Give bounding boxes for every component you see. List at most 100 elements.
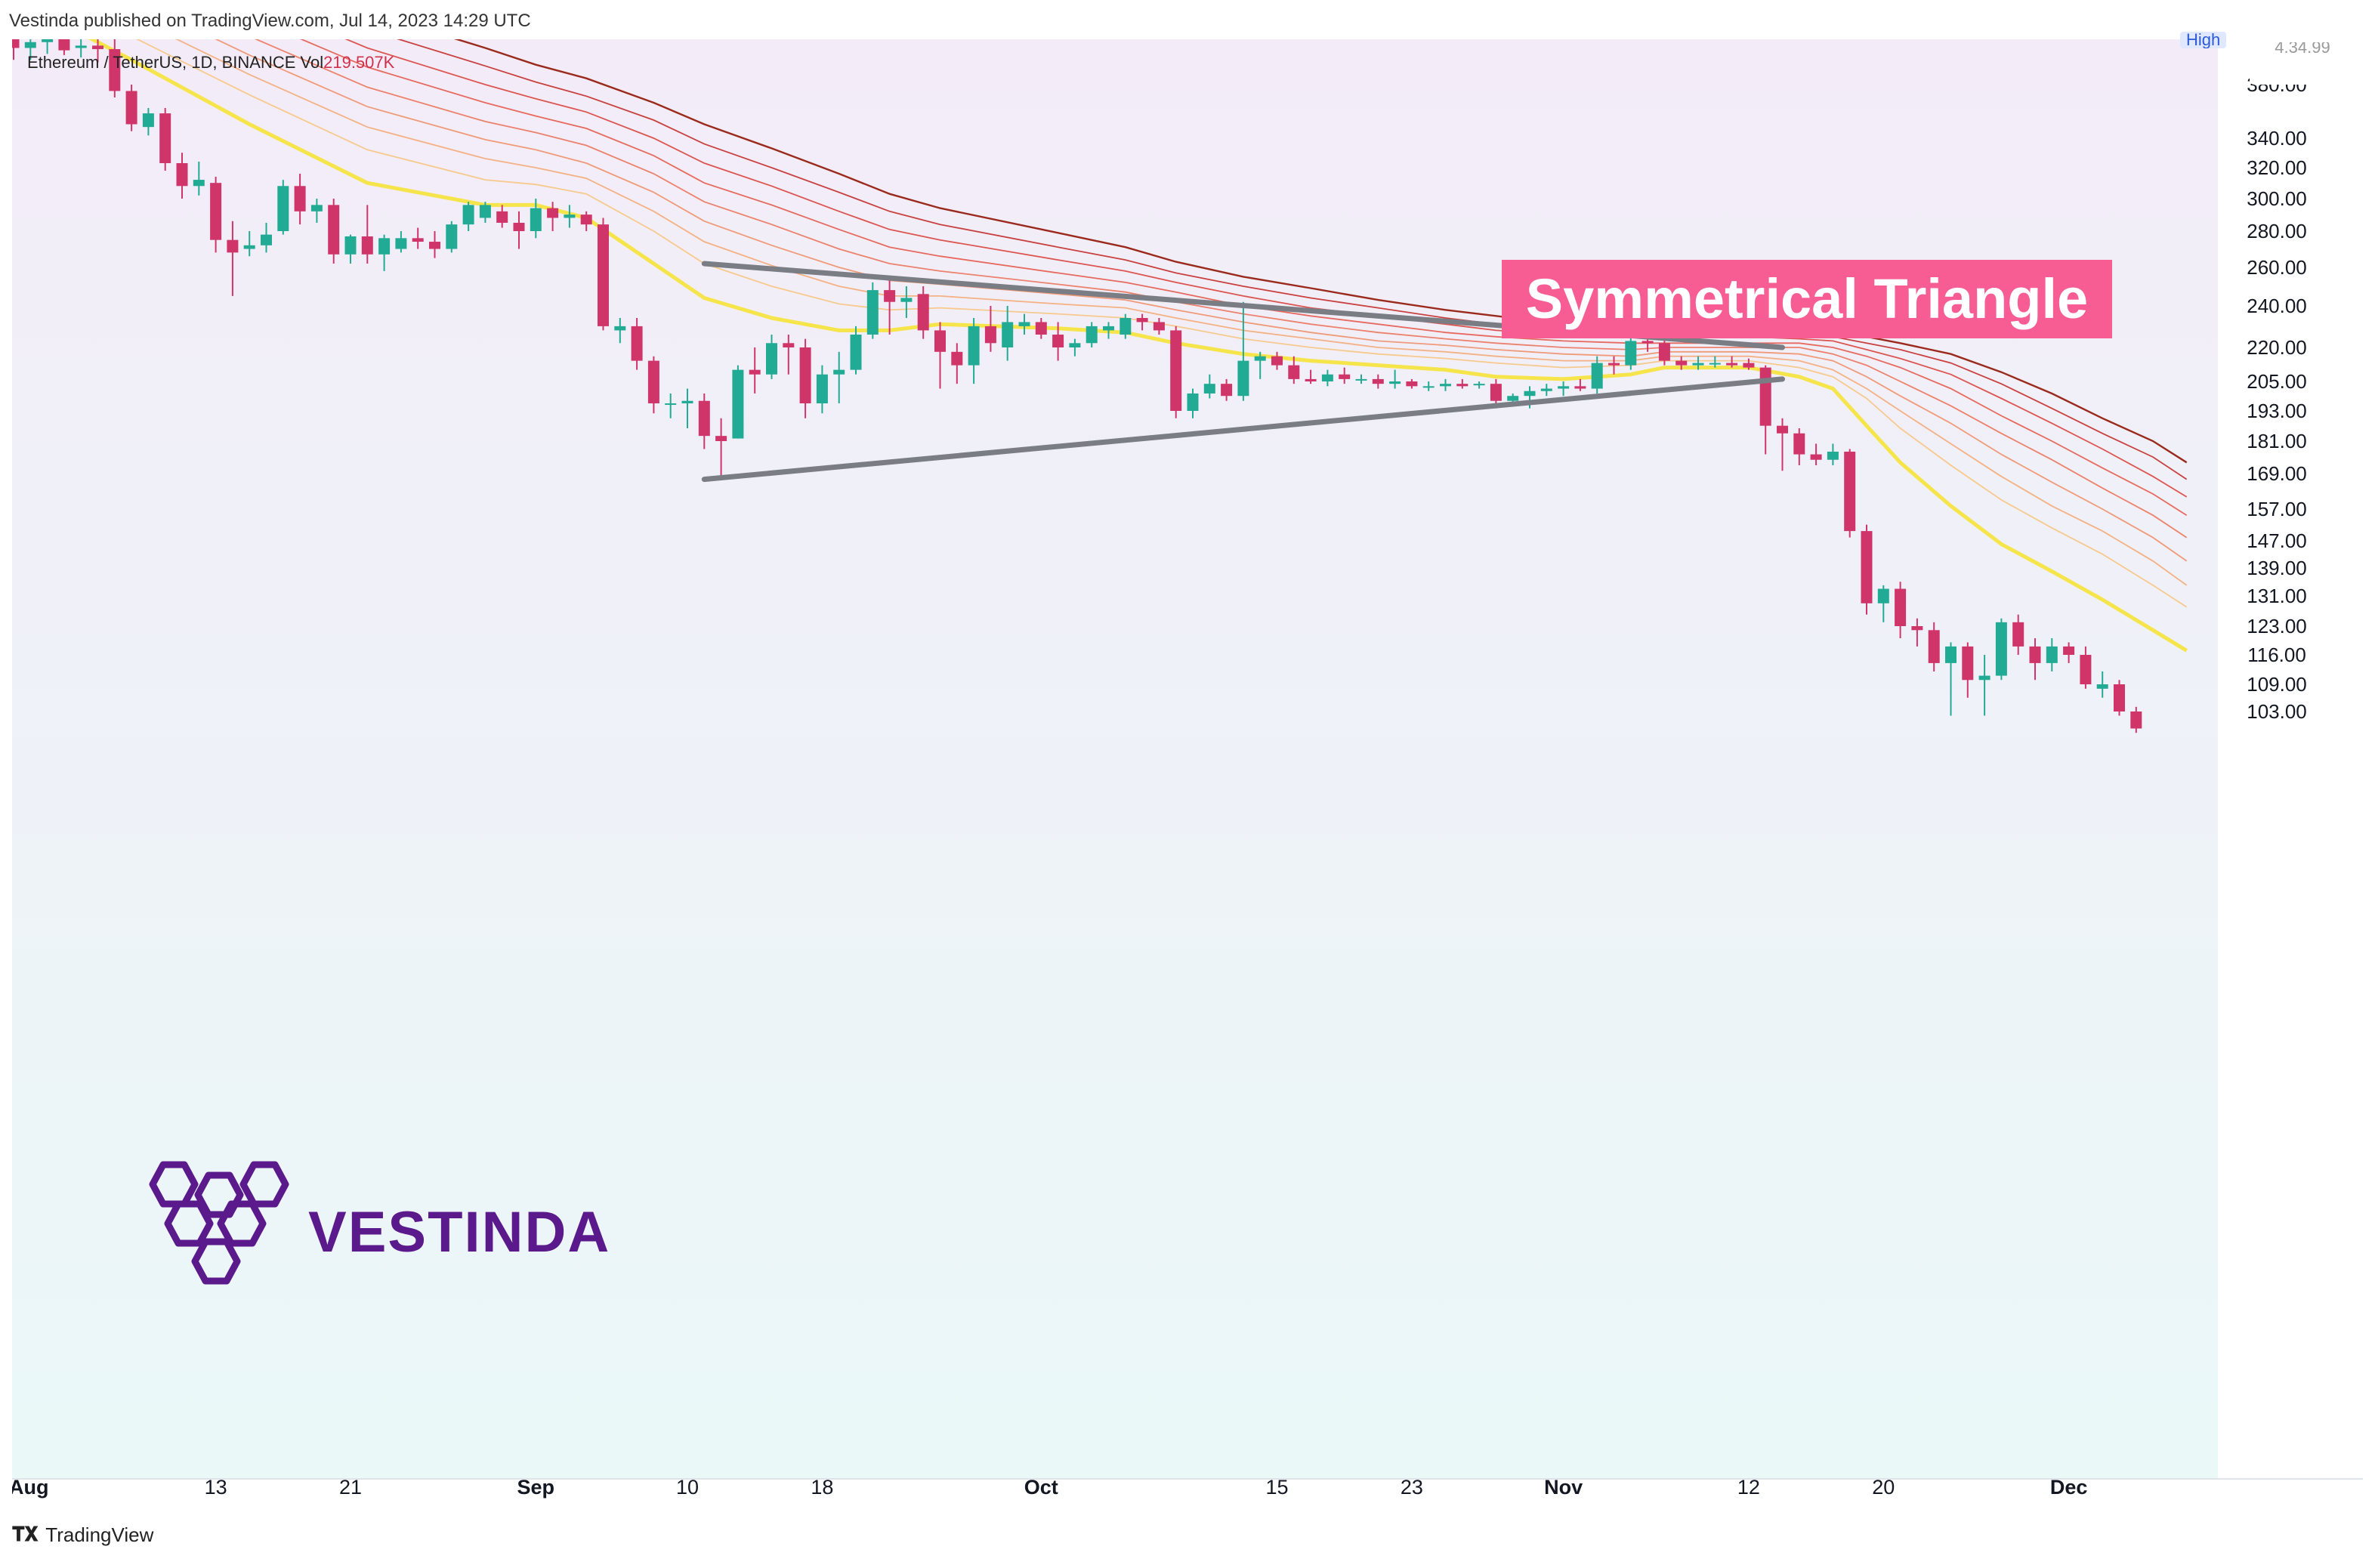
candle[interactable] (766, 334, 777, 379)
candle[interactable] (125, 85, 137, 131)
candle[interactable] (1844, 449, 1856, 538)
candle[interactable] (395, 231, 407, 253)
candle[interactable] (1153, 318, 1165, 335)
candle[interactable] (92, 39, 103, 63)
candle[interactable] (1473, 381, 1485, 389)
candle[interactable] (2029, 638, 2041, 681)
candle[interactable] (598, 218, 609, 331)
candle[interactable] (934, 322, 946, 389)
candle[interactable] (1810, 443, 1822, 465)
candle[interactable] (227, 221, 239, 296)
candle[interactable] (1103, 322, 1114, 339)
candle[interactable] (681, 388, 693, 429)
candle[interactable] (310, 199, 323, 223)
candle[interactable] (1945, 642, 1957, 716)
candle[interactable] (1271, 351, 1283, 370)
candle[interactable] (294, 173, 306, 225)
candle[interactable] (1675, 356, 1688, 370)
candle[interactable] (1625, 336, 1637, 370)
candle[interactable] (783, 334, 795, 375)
candle[interactable] (850, 326, 862, 375)
candle[interactable] (580, 211, 592, 231)
candle[interactable] (1339, 367, 1351, 384)
candle[interactable] (2130, 706, 2142, 733)
candle[interactable] (361, 205, 373, 264)
candle[interactable] (1861, 524, 1873, 615)
candle[interactable] (210, 177, 222, 253)
candle[interactable] (1456, 378, 1469, 389)
candle[interactable] (42, 39, 54, 54)
candle[interactable] (1035, 318, 1047, 339)
candle[interactable] (479, 202, 491, 223)
candle[interactable] (1440, 378, 1451, 391)
candle[interactable] (1591, 356, 1603, 394)
candle[interactable] (412, 227, 424, 249)
price-axis[interactable]: 380.00340.00320.00300.00280.00260.00240.… (2247, 73, 2307, 723)
time-axis[interactable]: Aug 13 21 Sep 10 18 Oct 15 23 Nov 12 20 Dec (12, 1476, 2363, 1499)
candle[interactable] (1574, 378, 1586, 391)
candle[interactable] (1608, 356, 1620, 375)
candle[interactable] (344, 234, 357, 264)
candle[interactable] (900, 286, 913, 319)
candle[interactable] (261, 222, 272, 253)
candle[interactable] (1002, 306, 1014, 361)
candle[interactable] (530, 199, 542, 239)
candle[interactable] (1086, 322, 1098, 347)
candle[interactable] (614, 318, 626, 344)
candle[interactable] (951, 343, 963, 384)
candle[interactable] (1305, 369, 1317, 384)
candle[interactable] (328, 199, 340, 264)
candle[interactable] (193, 162, 205, 196)
candle[interactable] (462, 202, 474, 231)
candle[interactable] (2114, 680, 2125, 716)
candle[interactable] (12, 39, 20, 60)
candle[interactable] (1288, 356, 1300, 384)
candle[interactable] (24, 39, 36, 60)
candle[interactable] (1389, 369, 1401, 389)
candle[interactable] (75, 39, 87, 58)
candle[interactable] (647, 356, 659, 414)
candle[interactable] (698, 393, 710, 449)
candle[interactable] (1540, 384, 1552, 397)
candle[interactable] (1254, 351, 1266, 379)
candle[interactable] (1136, 313, 1148, 331)
candle[interactable] (1895, 582, 1907, 639)
candle[interactable] (968, 318, 980, 384)
candle[interactable] (1793, 428, 1805, 465)
candle[interactable] (1978, 655, 1990, 716)
candle[interactable] (1692, 356, 1704, 370)
candle[interactable] (1995, 618, 2007, 681)
candle[interactable] (1928, 622, 1940, 671)
candle[interactable] (1827, 443, 1839, 465)
candle[interactable] (1018, 313, 1030, 335)
candle[interactable] (1911, 618, 1923, 647)
candle[interactable] (176, 153, 188, 199)
candle[interactable] (1726, 356, 1738, 368)
candle[interactable] (513, 211, 525, 249)
candle[interactable] (1355, 374, 1367, 384)
candle[interactable] (1237, 301, 1249, 401)
candle[interactable] (1321, 369, 1333, 387)
candle[interactable] (277, 180, 289, 235)
candle[interactable] (1372, 374, 1384, 389)
candle[interactable] (142, 107, 154, 136)
lower-trendline[interactable] (701, 376, 1785, 483)
candle[interactable] (1743, 358, 1755, 370)
candle[interactable] (2063, 642, 2075, 663)
candle[interactable] (1052, 322, 1064, 361)
candle[interactable] (715, 418, 727, 477)
candle[interactable] (1777, 418, 1788, 471)
candle[interactable] (58, 39, 70, 55)
candle[interactable] (1203, 374, 1215, 399)
candle[interactable] (159, 107, 171, 171)
candle[interactable] (984, 306, 996, 352)
candle[interactable] (446, 221, 458, 253)
candle[interactable] (2012, 614, 2024, 655)
candle[interactable] (378, 234, 391, 271)
candle[interactable] (799, 338, 811, 418)
candle[interactable] (866, 282, 879, 339)
candle[interactable] (631, 318, 643, 370)
candle[interactable] (1877, 585, 1889, 622)
candle[interactable] (1658, 338, 1670, 366)
symbol-legend[interactable]: Ethereum / TetherUS, 1D, BINANCE Vol219.… (27, 53, 394, 73)
